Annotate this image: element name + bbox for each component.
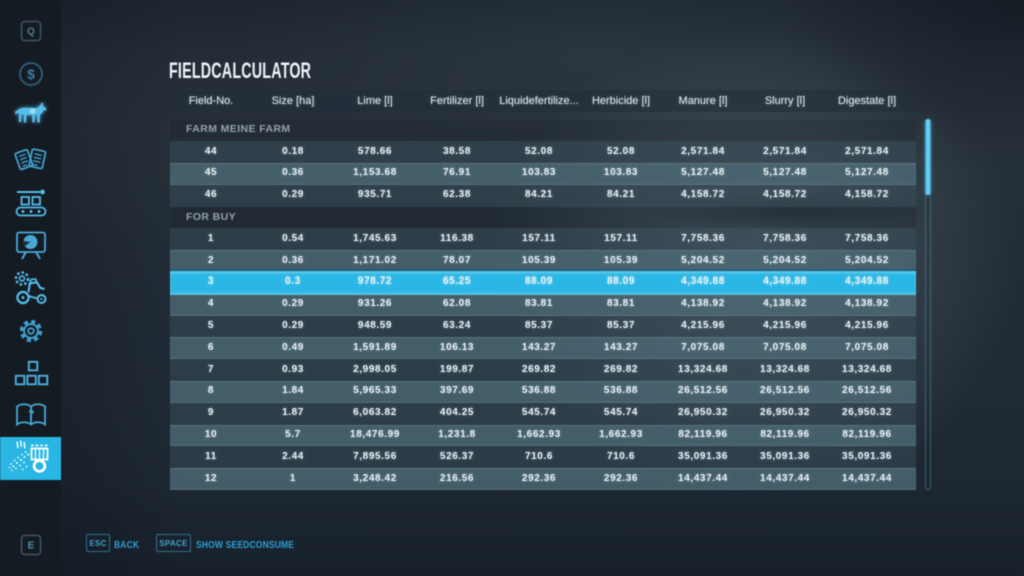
svg-text:Q: Q bbox=[27, 27, 35, 38]
svg-text:E: E bbox=[28, 540, 35, 551]
svg-text:?: ? bbox=[28, 409, 34, 420]
svg-text:$: $ bbox=[27, 66, 35, 82]
